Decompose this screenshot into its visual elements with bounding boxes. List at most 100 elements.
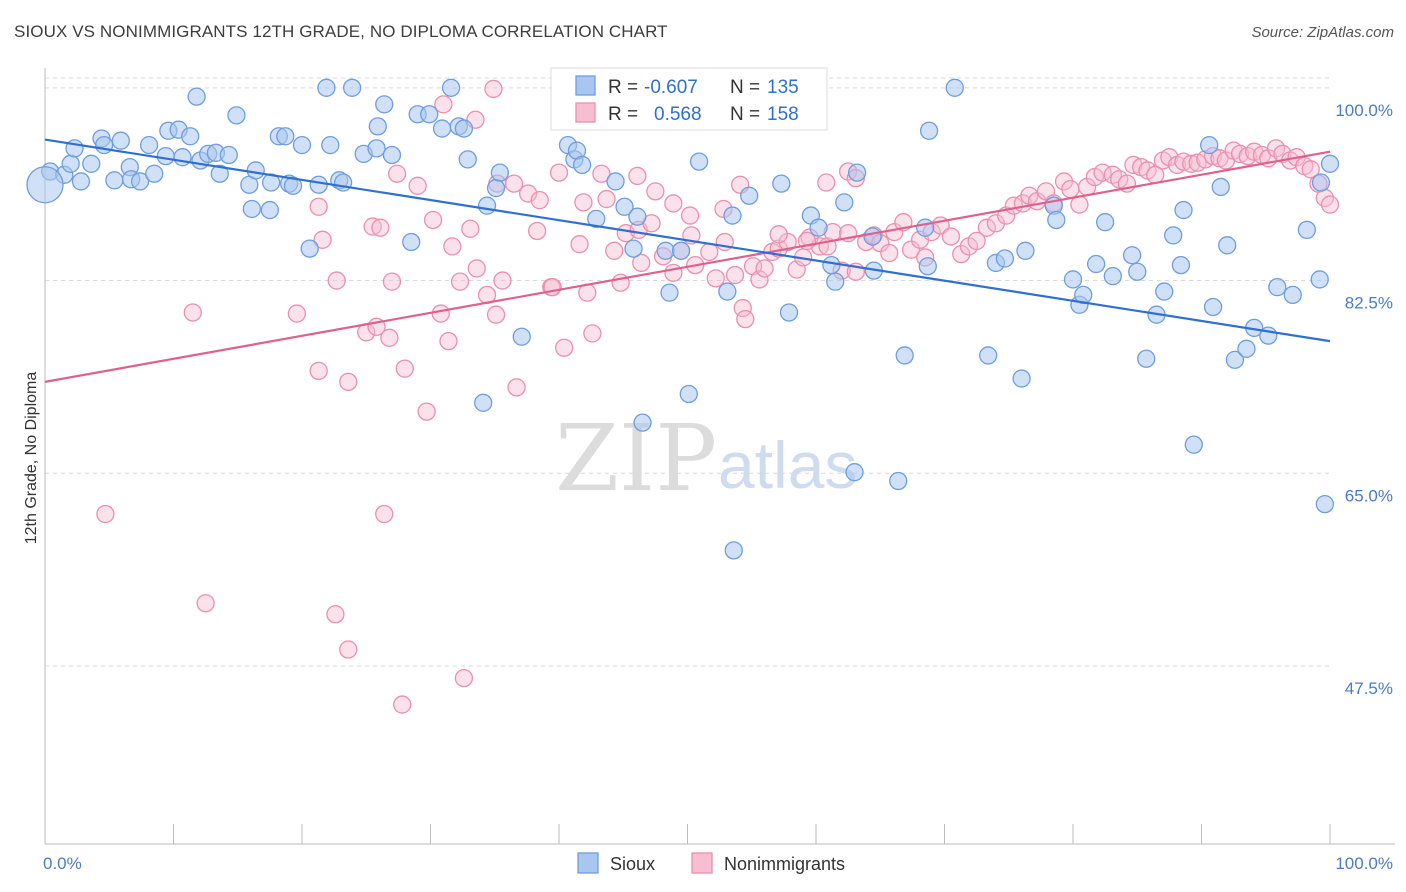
bottom-legend-nonimmigrants: Nonimmigrants xyxy=(724,854,845,874)
sioux-point xyxy=(1200,135,1219,155)
sioux-point-large xyxy=(26,166,64,204)
sioux-point xyxy=(367,139,386,158)
sioux-point xyxy=(219,145,238,165)
y-tick-label: 100.0% xyxy=(1335,101,1393,120)
sioux-trend-line xyxy=(44,138,1331,343)
bottom-legend-sioux: Sioux xyxy=(610,854,655,874)
nonimmigrants-point xyxy=(680,206,700,225)
nonimmigrants-point xyxy=(363,217,382,236)
sioux-point xyxy=(130,172,150,191)
sioux-point xyxy=(671,241,691,260)
sioux-point xyxy=(474,393,493,412)
sioux-point xyxy=(1211,177,1230,197)
nonimmigrants-point xyxy=(570,235,589,254)
sioux-point xyxy=(1095,213,1115,232)
nonimmigrants-point xyxy=(461,219,480,238)
legend-swatch-sioux xyxy=(575,75,596,96)
nonimmigrants-point xyxy=(395,359,414,378)
sioux-point xyxy=(889,471,908,491)
sioux-point xyxy=(1171,255,1191,275)
nonimmigrants-point xyxy=(417,402,436,421)
bottom-legend: Sioux Nonimmigrants xyxy=(577,852,845,874)
nonimmigrants-point xyxy=(755,259,774,278)
nonimmigrants-trend-line xyxy=(44,150,1331,383)
y-tick-label: 82.5% xyxy=(1345,294,1393,313)
sioux-point xyxy=(454,119,474,138)
nonimmigrants-point xyxy=(574,193,593,212)
x-tick-label-max: 100.0% xyxy=(1335,854,1393,873)
bottom-legend-swatch-sioux xyxy=(577,852,599,874)
sioux-point xyxy=(572,155,592,175)
nonimmigrants-point xyxy=(597,189,616,209)
sioux-point xyxy=(809,218,828,237)
sioux-point xyxy=(1047,210,1066,230)
nonimmigrants-point xyxy=(605,241,624,260)
sioux-point xyxy=(587,209,606,229)
sioux-point xyxy=(342,78,362,97)
sioux-point xyxy=(477,196,497,215)
sioux-point xyxy=(1320,154,1340,173)
sioux-point xyxy=(624,239,643,258)
sioux-point xyxy=(317,78,336,97)
nonimmigrants-point xyxy=(554,338,574,357)
sioux-point xyxy=(1128,262,1147,281)
watermark: ZIP atlas xyxy=(555,405,857,512)
sioux-point xyxy=(606,172,625,191)
nonimmigrants-point xyxy=(530,191,549,210)
sioux-point xyxy=(375,95,394,114)
nonimmigrants-point xyxy=(96,504,115,524)
sioux-point xyxy=(1268,278,1287,297)
legend-n-value-nonimmigrants: 158 xyxy=(767,104,799,125)
sioux-point xyxy=(1063,270,1083,289)
sioux-point xyxy=(512,327,531,346)
sioux-point xyxy=(71,172,91,191)
sioux-point xyxy=(689,152,709,171)
nonimmigrants-points xyxy=(96,79,1340,714)
sioux-point xyxy=(242,199,262,219)
nonimmigrants-point xyxy=(583,324,602,343)
sioux-point xyxy=(111,131,130,150)
sioux-point xyxy=(1016,241,1035,260)
sioux-point xyxy=(321,135,340,155)
sioux-point xyxy=(309,175,328,194)
sioux-point xyxy=(1086,254,1106,274)
sioux-point xyxy=(740,186,759,205)
nonimmigrants-point xyxy=(309,361,328,381)
sioux-point xyxy=(1174,200,1193,220)
sioux-point xyxy=(660,283,679,302)
nonimmigrants-point xyxy=(309,197,328,216)
sioux-point xyxy=(333,173,353,192)
sioux-point xyxy=(1184,435,1203,454)
nonimmigrants-point xyxy=(664,263,683,282)
sioux-point xyxy=(300,239,319,258)
sioux-point xyxy=(916,218,935,237)
nonimmigrants-point xyxy=(486,305,506,324)
nonimmigrants-point xyxy=(287,304,307,323)
nonimmigrants-point xyxy=(507,378,526,397)
nonimmigrants-point xyxy=(549,163,569,182)
legend-r-label-sioux: R = xyxy=(608,77,638,98)
sioux-point xyxy=(779,303,799,322)
sioux-point xyxy=(156,146,175,166)
nonimmigrants-point xyxy=(326,605,345,624)
sioux-point xyxy=(420,105,439,124)
nonimmigrants-point xyxy=(769,225,788,244)
sioux-point xyxy=(835,193,854,212)
sioux-point xyxy=(82,154,101,173)
sioux-point xyxy=(633,413,652,432)
sioux-point xyxy=(368,117,387,136)
sioux-point xyxy=(979,346,998,365)
sioux-point xyxy=(723,206,742,225)
legend-box xyxy=(550,67,828,131)
nonimmigrants-point xyxy=(1320,195,1340,214)
sioux-point xyxy=(210,164,229,183)
nonimmigrants-point xyxy=(339,372,358,392)
sioux-point xyxy=(1164,226,1183,245)
sioux-point xyxy=(656,241,675,260)
sioux-point xyxy=(1218,236,1237,255)
sioux-point xyxy=(260,200,280,220)
sioux-point xyxy=(628,207,647,226)
sioux-point xyxy=(441,78,461,97)
sioux-point xyxy=(826,272,845,291)
